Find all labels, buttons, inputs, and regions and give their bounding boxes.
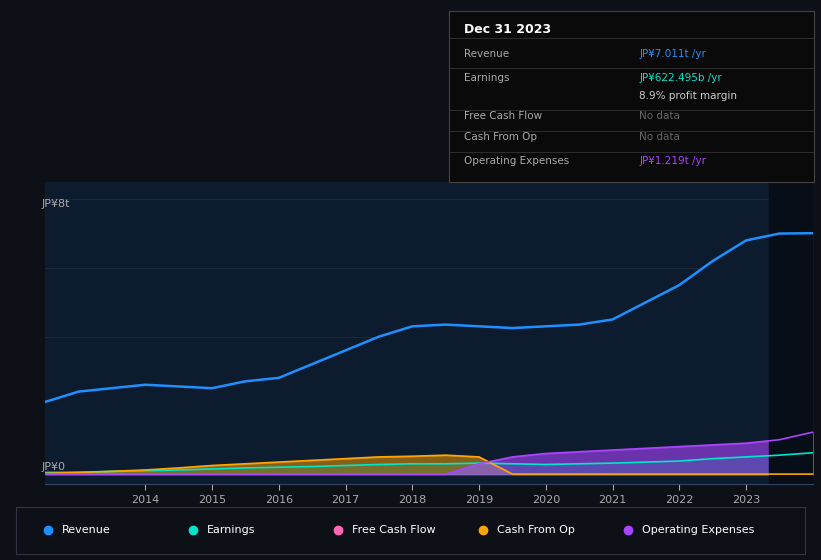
Text: No data: No data <box>639 133 680 142</box>
Text: Earnings: Earnings <box>464 73 509 83</box>
Text: 8.9% profit margin: 8.9% profit margin <box>639 91 737 101</box>
Text: Revenue: Revenue <box>464 49 509 59</box>
Text: Cash From Op: Cash From Op <box>464 133 537 142</box>
Text: Free Cash Flow: Free Cash Flow <box>352 525 436 535</box>
Text: Earnings: Earnings <box>207 525 255 535</box>
Text: No data: No data <box>639 111 680 121</box>
Text: Cash From Op: Cash From Op <box>498 525 575 535</box>
Text: Revenue: Revenue <box>62 525 111 535</box>
Text: JP¥7.011t /yr: JP¥7.011t /yr <box>639 49 706 59</box>
Bar <box>769 182 813 484</box>
Text: JP¥1.219t /yr: JP¥1.219t /yr <box>639 156 706 166</box>
Text: JP¥622.495b /yr: JP¥622.495b /yr <box>639 73 722 83</box>
Text: JP¥0: JP¥0 <box>41 463 66 473</box>
Text: Operating Expenses: Operating Expenses <box>464 156 569 166</box>
Text: Dec 31 2023: Dec 31 2023 <box>464 23 551 36</box>
Text: JP¥8t: JP¥8t <box>41 199 70 209</box>
Text: Operating Expenses: Operating Expenses <box>642 525 754 535</box>
Text: Free Cash Flow: Free Cash Flow <box>464 111 542 121</box>
